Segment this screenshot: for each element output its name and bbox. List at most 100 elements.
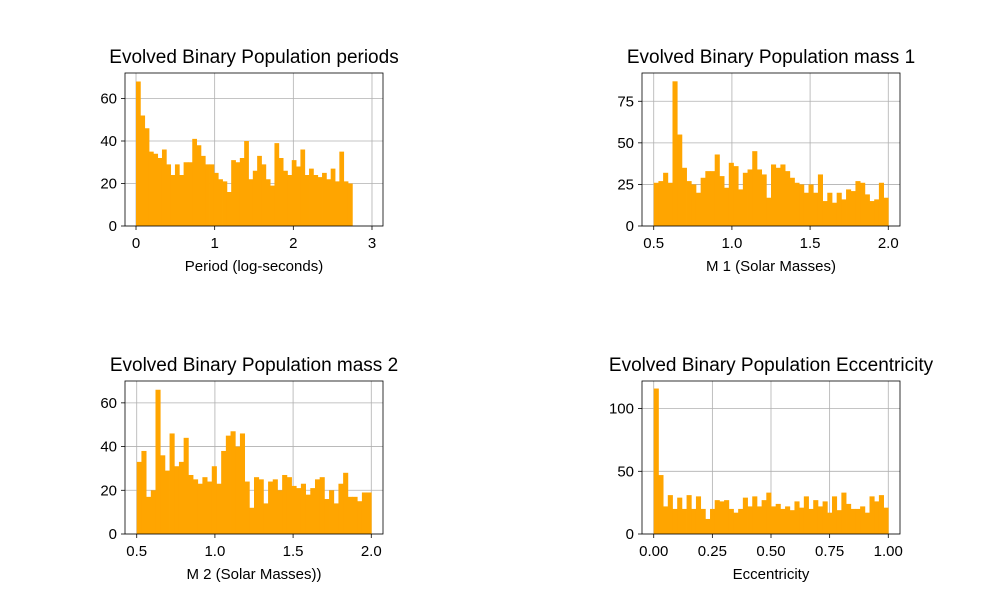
histogram-bar — [183, 162, 189, 226]
histogram-bar — [775, 167, 781, 226]
chart-title: Evolved Binary Population Eccentricity — [609, 355, 934, 376]
histogram-bar — [274, 143, 280, 226]
histogram-bar — [164, 470, 170, 534]
histogram-bar — [747, 506, 753, 534]
histogram-bar — [330, 168, 336, 226]
y-tick-label: 50 — [617, 463, 634, 480]
histogram-bar — [153, 153, 159, 226]
y-tick-label: 40 — [100, 439, 117, 456]
histogram-bar — [724, 187, 730, 226]
histogram-bar — [686, 181, 692, 226]
histogram-bar — [878, 495, 884, 534]
histogram-bar — [144, 128, 150, 226]
histogram-bar — [799, 507, 805, 534]
histogram-bar — [728, 508, 734, 534]
histogram-bar — [672, 81, 678, 226]
histogram-bar — [869, 496, 875, 534]
histogram-bar — [850, 191, 856, 226]
histogram-bar — [169, 433, 175, 534]
histogram-bar — [287, 175, 293, 226]
histogram-bar — [850, 508, 856, 534]
histogram-bar — [286, 477, 292, 534]
histogram-bar — [780, 164, 786, 226]
histogram-bar — [136, 81, 141, 226]
y-tick-label: 60 — [100, 395, 117, 412]
chart-mass-1: Evolved Binary Population mass 1 M 1 (So… — [617, 47, 915, 275]
histogram-bar — [813, 192, 819, 226]
histogram-bar — [296, 166, 301, 226]
histogram-bar — [714, 154, 720, 226]
histogram-bar — [188, 474, 194, 534]
histogram-bar — [309, 168, 314, 226]
histogram-bar — [335, 181, 340, 226]
histogram-bar — [855, 508, 861, 534]
x-tick-label: 3 — [368, 235, 376, 252]
histogram-bar — [883, 507, 889, 534]
x-tick-label: 0.25 — [698, 543, 727, 560]
histogram-bar — [160, 455, 166, 534]
histogram-bar — [222, 181, 228, 226]
x-tick-label: 0.75 — [815, 543, 844, 560]
histogram-bar — [305, 494, 311, 534]
chart-title: Evolved Binary Population periods — [109, 47, 398, 68]
histogram-bar — [827, 512, 833, 534]
histogram-bar — [677, 134, 683, 226]
histogram-bar — [202, 477, 208, 534]
chart-title: Evolved Binary Population mass 2 — [110, 355, 398, 376]
histogram-bar — [157, 158, 163, 226]
histogram-bar — [860, 182, 866, 226]
histogram-bar — [775, 503, 781, 534]
histogram-bar — [817, 506, 823, 534]
x-tick-label: 0.5 — [643, 235, 664, 252]
histogram-bar — [225, 435, 231, 534]
x-axis-label: Eccentricity — [733, 566, 810, 583]
histogram-bar — [827, 192, 833, 226]
histogram-bar — [813, 500, 819, 534]
histogram-bar — [817, 174, 823, 226]
x-tick-label: 0 — [132, 235, 140, 252]
histogram-bar — [207, 481, 213, 534]
histogram-bar — [263, 503, 269, 534]
histogram-bar — [136, 461, 142, 534]
histogram-bar — [808, 508, 814, 534]
histogram-bar — [738, 508, 744, 534]
x-axis-label: M 1 (Solar Masses) — [706, 258, 836, 275]
histogram-bar — [366, 492, 372, 534]
x-tick-label: 2.0 — [878, 235, 899, 252]
histogram-bar — [192, 138, 197, 226]
axes-frame — [641, 72, 901, 227]
x-tick-label: 0.5 — [126, 543, 147, 560]
chart-periods: Evolved Binary Population periods Period… — [100, 47, 398, 275]
histogram-bar — [808, 184, 814, 226]
histogram-bar — [283, 170, 288, 226]
histogram-bar — [183, 437, 189, 534]
x-tick-label: 0.50 — [756, 543, 785, 560]
histogram-bar — [747, 169, 753, 226]
histogram-bar — [719, 176, 725, 226]
histogram-bar — [146, 496, 152, 534]
histogram-bar — [161, 149, 167, 226]
y-tick-label: 25 — [617, 176, 634, 193]
x-tick-label: 1.0 — [721, 235, 742, 252]
histogram-bar — [178, 461, 185, 534]
histogram-bar — [211, 466, 217, 534]
histogram-bar — [244, 141, 249, 226]
histogram-bar — [174, 164, 180, 226]
histogram-bar — [254, 477, 260, 534]
histogram-bar — [841, 199, 847, 226]
x-tick-label: 2 — [289, 235, 297, 252]
histogram-bar — [193, 479, 199, 534]
histogram-bar — [197, 483, 203, 534]
histogram-bar — [278, 158, 284, 226]
histogram-bar — [166, 164, 172, 226]
histogram-bar — [272, 479, 278, 534]
histogram-bar — [244, 481, 250, 534]
histogram-bar — [761, 174, 767, 226]
histogram-bar — [347, 183, 353, 226]
histogram-bar — [710, 508, 716, 534]
histogram-bar — [326, 179, 332, 226]
histogram-bar — [187, 162, 193, 226]
y-tick-label: 0 — [626, 218, 634, 235]
histogram-bar — [869, 201, 875, 226]
histogram-bar — [205, 164, 210, 226]
